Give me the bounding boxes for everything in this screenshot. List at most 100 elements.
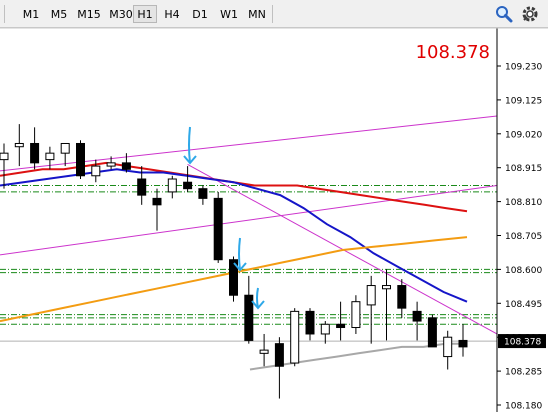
- candle-body: [274, 343, 284, 367]
- candle: [198, 185, 208, 205]
- candle: [443, 330, 453, 370]
- candle-body: [14, 142, 24, 148]
- candle: [427, 314, 437, 348]
- candle: [412, 301, 422, 341]
- candles: [0, 124, 468, 399]
- candle-body: [45, 152, 55, 161]
- candle: [137, 166, 147, 205]
- candle-body: [167, 178, 177, 193]
- candle-body: [30, 142, 40, 164]
- candle: [0, 143, 9, 189]
- down-arrow-annotation: [233, 237, 247, 272]
- timeframe-m5-button[interactable]: M5: [50, 8, 68, 21]
- y-tick-label: 108.495: [505, 300, 542, 310]
- timeframe-m15-button[interactable]: M15: [77, 8, 101, 21]
- candle: [30, 127, 40, 170]
- candle-body: [351, 301, 361, 329]
- arrow-head: [233, 262, 247, 272]
- candle-body: [290, 310, 300, 364]
- candle-body: [366, 285, 376, 306]
- candle: [320, 321, 330, 344]
- candle-body: [121, 162, 131, 170]
- candle: [229, 256, 238, 302]
- candle: [152, 188, 162, 231]
- toolbar-separator: [4, 5, 5, 23]
- candle-body: [76, 142, 85, 177]
- y-tick-label: 109.125: [505, 96, 542, 106]
- horizontal-levels: [0, 184, 497, 342]
- y-tick-label: 108.915: [505, 164, 542, 174]
- timeframe-h1-button[interactable]: H1: [133, 5, 157, 23]
- current-price-tag: [498, 334, 546, 349]
- chart-canvas[interactable]: 109.230 109.125 109.020 108.915 108.810 108.7…: [0, 27, 548, 412]
- candle-body: [0, 152, 9, 161]
- candle: [45, 146, 55, 170]
- timeframe-w1-button[interactable]: W1: [220, 8, 238, 21]
- arrow-shaft: [188, 126, 191, 164]
- candle: [458, 324, 468, 357]
- candle-body: [91, 165, 101, 177]
- candle-body: [412, 310, 422, 322]
- down-arrow-annotation: [183, 126, 197, 165]
- candle: [259, 333, 269, 367]
- arrow-head: [183, 155, 197, 165]
- y-tick-label: 109.230: [505, 63, 542, 73]
- candle: [14, 124, 24, 167]
- timeframe-d1-button[interactable]: D1: [192, 8, 208, 21]
- moving-average-red: [0, 161, 468, 213]
- y-tick-label: 108.600: [505, 266, 542, 276]
- current-price-display: 108.378: [415, 42, 490, 63]
- candle: [183, 166, 193, 192]
- candle-body: [106, 162, 116, 167]
- candle-body: [229, 259, 238, 296]
- candle: [121, 153, 131, 173]
- y-tick-label: 108.285: [505, 368, 542, 378]
- candle-body: [427, 317, 437, 348]
- candle-body: [397, 285, 407, 309]
- candle: [290, 308, 300, 367]
- arrow-shaft: [256, 287, 259, 309]
- timeframe-m1-button[interactable]: M1: [22, 8, 40, 21]
- candle-body: [458, 339, 468, 348]
- candle: [167, 175, 177, 199]
- arrow-shaft: [238, 237, 241, 271]
- candle: [366, 275, 376, 344]
- candle-body: [60, 142, 70, 154]
- arrow-annotations: [183, 126, 265, 310]
- candle-body: [244, 294, 254, 341]
- candle: [336, 301, 346, 341]
- candle: [305, 308, 315, 341]
- settings-icon[interactable]: [520, 4, 540, 24]
- search-icon[interactable]: [494, 4, 514, 24]
- arrow-head: [251, 300, 265, 310]
- y-tick-label: 109.020: [505, 130, 542, 140]
- channel-lower-line: [0, 184, 498, 256]
- timeframe-m30-button[interactable]: M30: [109, 8, 133, 21]
- candle: [91, 159, 101, 183]
- candle: [351, 295, 361, 334]
- candle: [213, 191, 223, 263]
- candle: [106, 156, 116, 170]
- candle: [382, 269, 391, 341]
- y-tick-label: 108.810: [505, 198, 542, 208]
- candle-body: [183, 181, 193, 190]
- candle-body: [382, 285, 391, 290]
- candle-body: [320, 323, 330, 335]
- candle-body: [259, 349, 269, 354]
- candle-body: [213, 197, 223, 261]
- channel-upper-line: [0, 115, 498, 172]
- price-chart[interactable]: 109.230 109.125 109.020 108.915 108.810 108.7…: [0, 27, 548, 412]
- timeframe-mn-button[interactable]: MN: [248, 8, 266, 21]
- candle: [60, 142, 70, 167]
- candle-body: [198, 188, 208, 199]
- candle-body: [152, 197, 162, 206]
- price-axis: 109.230 109.125 109.020 108.915 108.810 108.7…: [0, 27, 548, 412]
- candle-body: [305, 310, 315, 335]
- candle-body: [443, 336, 453, 358]
- y-tick-label: 108.180: [505, 402, 542, 412]
- candle: [274, 337, 284, 399]
- candle: [244, 275, 254, 344]
- timeframe-h4-button[interactable]: H4: [164, 8, 180, 21]
- timeframe-toolbar: M1 M5 M15 M30 H1 H4 D1 W1 MN: [0, 0, 548, 28]
- candle-body: [336, 323, 346, 329]
